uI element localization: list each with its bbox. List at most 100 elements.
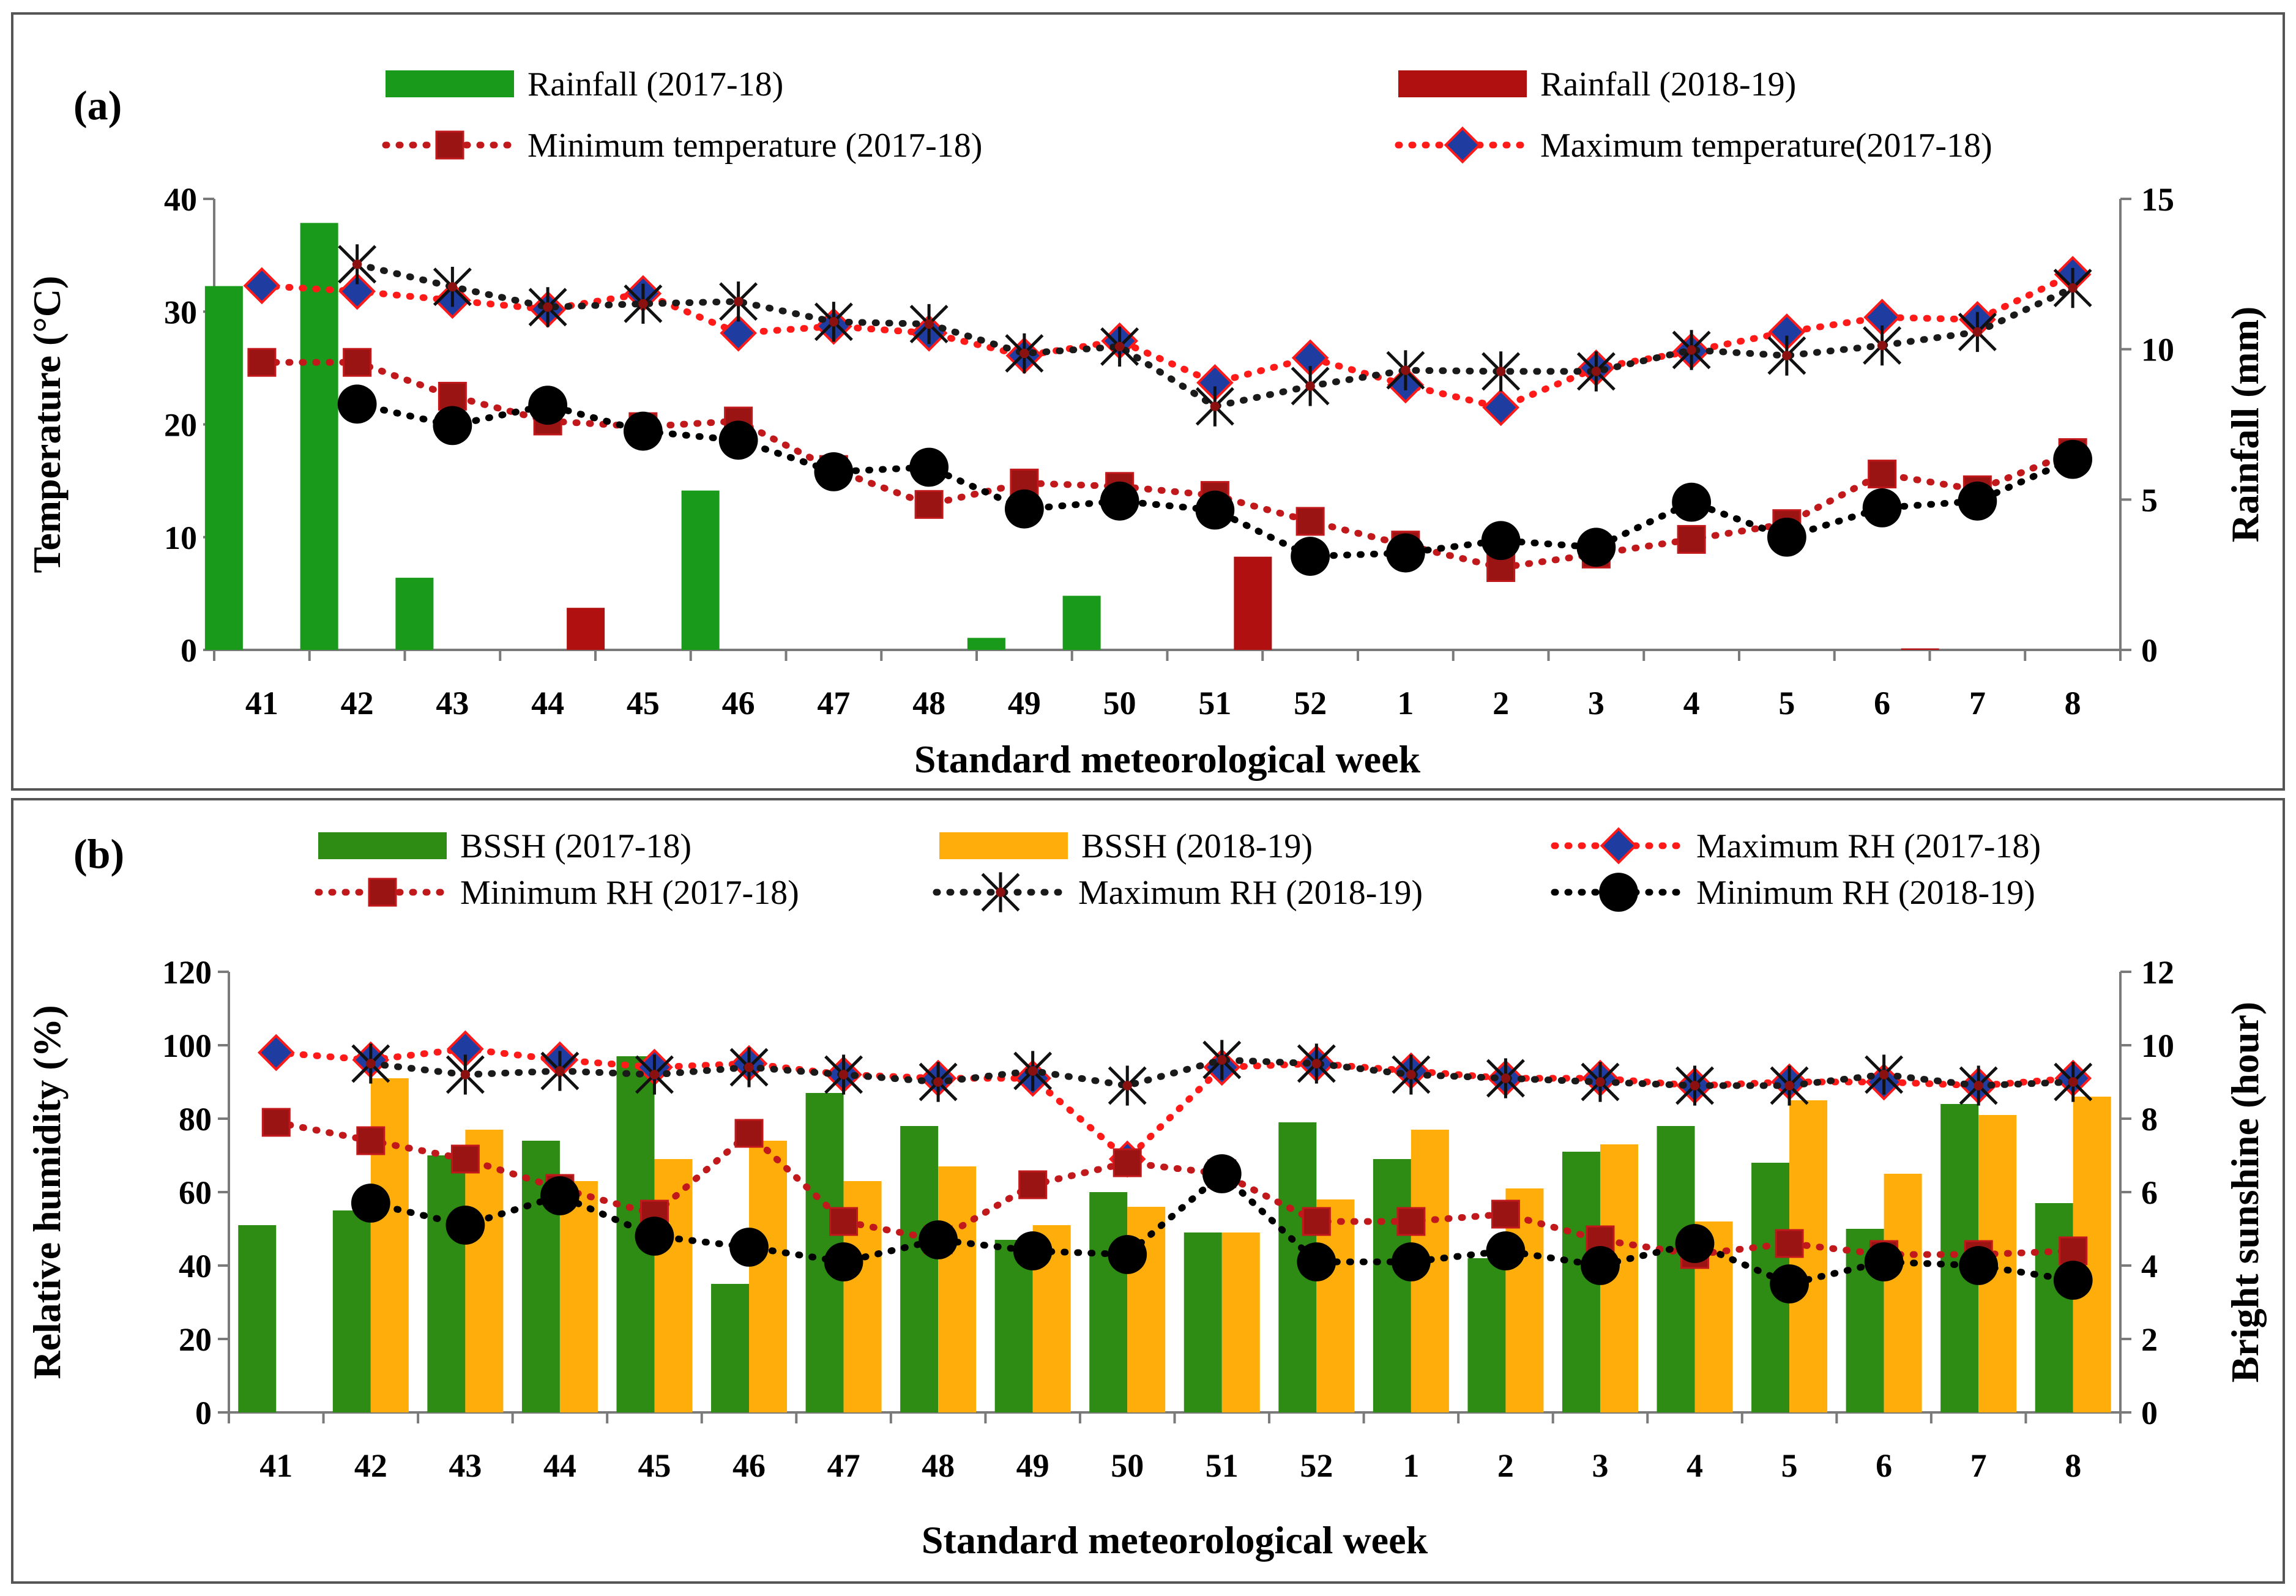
legend-label: Minimum temperature (2017-18) [527,127,982,165]
point-maximum-rh-2018-19 [1770,1065,1809,1106]
point-maximum-temperature-2018-19-center [1114,341,1125,352]
point-maximum-temperature-2018-19 [1195,386,1234,427]
point-maximum-rh-2018-19 [445,1054,485,1095]
x-tick-label: 42 [341,685,374,722]
x-tick-label: 47 [817,685,850,722]
bar-bssh-2018-19- [749,1141,788,1412]
x-tick-label: 1 [1397,685,1414,722]
point-maximum-temperature-2018-19-center [2068,283,2078,293]
left-tick-label: 40 [164,181,197,218]
x-tick-label: 48 [922,1447,955,1484]
point-maximum-temperature-2018-19 [1482,351,1521,392]
x-tick-label: 4 [1687,1447,1703,1484]
bar-rainfall-2017-18- [395,578,434,650]
x-tick-label: 51 [1198,685,1231,722]
bar-rainfall-2017-18- [1062,595,1101,650]
legend-label: Rainfall (2018-19) [1540,65,1796,103]
point-minimum-temperature-2018-19 [433,406,472,446]
x-tick-label: 8 [2065,685,2081,722]
bar-rainfall-2018-19- [1234,556,1272,650]
right-tick-label: 8 [2141,1101,2158,1138]
legend-item: Maximum RH (2017-18) [1551,827,2041,865]
point-maximum-temperature-2018-19-center [1687,345,1696,355]
point-minimum-rh-2018-19 [1297,1242,1336,1281]
point-maximum-rh-2018-19 [1581,1062,1620,1102]
left-tick-label: 120 [162,954,212,991]
x-tick-label: 43 [449,1447,482,1484]
point-minimum-rh-2018-19 [1864,1242,1904,1281]
point-minimum-rh-2017-18 [356,1126,386,1155]
point-minimum-temperature-2018-19 [2053,439,2093,479]
bar-bssh-2017-18- [1467,1258,1506,1412]
point-maximum-rh-2018-19-center [744,1062,754,1072]
point-minimum-temperature-2018-19 [718,420,758,460]
point-minimum-temperature-2018-19 [1004,489,1044,529]
point-minimum-rh-2017-18 [261,1108,291,1137]
point-maximum-temperature-2018-19-center [1401,365,1411,375]
bar-rainfall-2017-18- [681,490,720,650]
legend-item: BSSH (2017-18) [318,827,691,865]
bar-rainfall-2018-19- [567,608,605,650]
bar-bssh-2017-18- [427,1155,466,1412]
right-tick-label: 6 [2141,1174,2158,1211]
x-tick-label: 49 [1016,1447,1049,1484]
point-maximum-temperature-2018-19 [1386,350,1425,390]
legend-swatch-marker [1600,827,1638,865]
point-maximum-rh-2018-19 [1297,1043,1336,1084]
point-maximum-temperature-2018-19-center [1877,340,1887,351]
point-maximum-temperature-2018-19 [1672,330,1711,370]
right-tick-label: 2 [2141,1321,2158,1358]
bar-bssh-2017-18- [711,1284,750,1412]
point-maximum-rh-2018-19 [540,1051,580,1091]
right-tick-label: 5 [2141,482,2158,518]
point-minimum-temperature-2017-18 [247,348,277,377]
point-maximum-rh-2018-19 [1486,1058,1525,1098]
left-tick-label: 10 [164,520,197,556]
point-maximum-rh-2018-19 [1202,1040,1242,1080]
point-minimum-rh-2017-18 [1018,1170,1048,1199]
x-tick-label: 46 [732,1447,766,1484]
point-minimum-temperature-2018-19 [1767,517,1806,557]
point-minimum-temperature-2018-19 [528,386,568,425]
y-axis-title-right: Rainfall (mm) [2223,307,2267,543]
bar-bssh-2017-18- [332,1210,371,1412]
bar-rainfall-2017-18- [300,223,338,651]
x-tick-label: 5 [1781,1447,1798,1484]
legend-item: Minimum RH (2018-19) [1551,873,2035,912]
left-tick-label: 100 [162,1027,212,1064]
legend-swatch [318,832,447,859]
point-maximum-rh-2018-19 [1392,1054,1431,1095]
point-maximum-rh-2018-19-center [1879,1070,1889,1080]
point-maximum-rh-2018-19-center [2068,1077,2078,1087]
point-minimum-rh-2017-18 [1491,1199,1520,1229]
point-minimum-rh-2018-19 [1486,1231,1526,1270]
point-minimum-rh-2018-19 [1675,1224,1715,1263]
point-minimum-temperature-2018-19 [623,411,663,451]
point-minimum-temperature-2017-18 [914,490,944,519]
legend-label: Maximum RH (2017-18) [1696,827,2041,865]
legend-swatch-marker [368,878,397,907]
legend-item: Rainfall (2018-19) [1398,65,1796,103]
point-minimum-temperature-2018-19 [1291,537,1330,576]
x-tick-label: 5 [1778,685,1795,722]
legend-label: BSSH (2017-18) [460,827,691,865]
right-tick-label: 0 [2141,632,2158,669]
legend-swatch [386,70,514,97]
point-minimum-rh-2017-18 [1113,1148,1142,1177]
point-maximum-rh-2018-19-center [1500,1073,1511,1083]
point-maximum-temperature-2018-19-center [638,299,648,309]
point-maximum-temperature-2018-19-center [829,317,839,327]
point-maximum-rh-2018-19 [2054,1062,2093,1102]
series-line-maximum-temperature-2017-18 [258,270,2076,411]
point-minimum-temperature-2018-19 [1100,481,1139,521]
bar-bssh-2017-18- [1657,1126,1695,1412]
left-tick-label: 30 [164,294,197,330]
point-maximum-temperature-2018-19-center [352,259,362,269]
point-maximum-rh-2018-19 [824,1054,863,1095]
point-maximum-rh-2018-19 [919,1062,958,1102]
legend-swatch-marker [981,872,1020,912]
legend-item: BSSH (2018-19) [939,827,1313,865]
